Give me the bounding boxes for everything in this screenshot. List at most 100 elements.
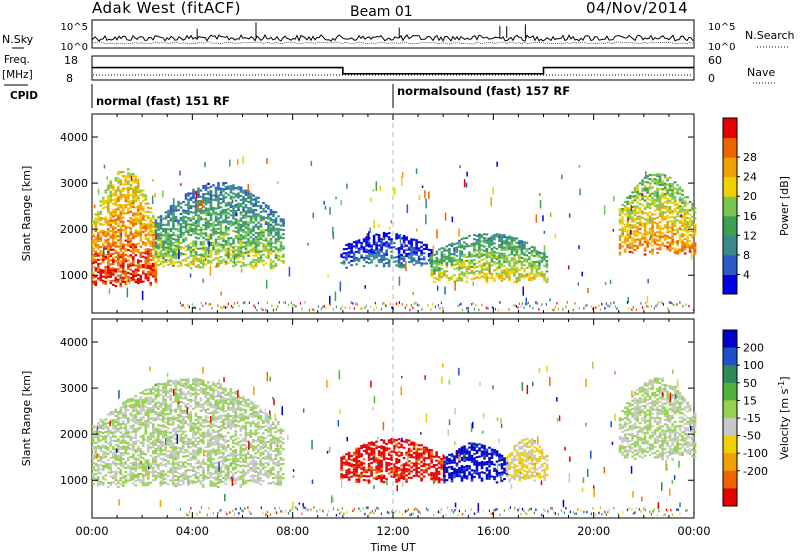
heatmap-cell <box>109 182 113 185</box>
heatmap-cell <box>224 188 228 191</box>
heatmap-cell <box>247 196 250 199</box>
heatmap-cell <box>493 269 496 272</box>
heatmap-cell <box>535 250 539 253</box>
heatmap-cell <box>668 195 672 198</box>
heatmap-cell <box>217 207 220 210</box>
heatmap-cell <box>154 270 158 273</box>
heatmap-cell <box>107 421 110 424</box>
heatmap-cell <box>671 236 674 239</box>
heatmap-cell <box>157 405 160 408</box>
heatmap-cell <box>224 252 228 255</box>
heatmap-cell <box>112 470 115 473</box>
heatmap-cell <box>658 194 662 197</box>
heatmap-cell <box>94 230 98 233</box>
heatmap-cell <box>390 250 393 253</box>
heatmap-cell <box>402 266 406 269</box>
heatmap-cell <box>97 262 100 265</box>
heatmap-cell <box>127 442 130 445</box>
heatmap-cell <box>194 230 198 233</box>
heatmap-cell <box>194 242 198 245</box>
heatmap-cell <box>179 260 183 263</box>
heatmap-cell <box>480 263 484 266</box>
heatmap-cell <box>621 212 624 215</box>
heatmap-cell <box>109 226 113 229</box>
heatmap-cell <box>375 243 378 246</box>
heatmap-cell <box>184 259 188 262</box>
heatmap-cell <box>212 242 215 245</box>
heatmap-cell <box>653 234 657 237</box>
heatmap-cell <box>169 411 173 414</box>
heatmap-cell <box>134 420 138 423</box>
y-axis-label: Slant Range [km] <box>20 166 33 262</box>
heatmap-ground-scatter <box>200 301 202 305</box>
heatmap-cell <box>174 209 178 212</box>
heatmap-cell <box>112 263 115 266</box>
heatmap-cell <box>134 214 138 217</box>
heatmap-cell <box>678 215 682 218</box>
heatmap-cell <box>104 253 108 256</box>
heatmap-cell <box>144 420 148 423</box>
heatmap-ground-scatter <box>301 307 303 311</box>
heatmap-cell <box>192 188 195 191</box>
heatmap-cell <box>658 212 662 215</box>
heatmap-cell <box>119 425 123 428</box>
heatmap-cell <box>370 259 373 262</box>
heatmap-cell <box>99 418 103 421</box>
heatmap-cell <box>94 275 98 278</box>
heatmap-cell <box>112 256 115 259</box>
heatmap-cell <box>94 217 98 220</box>
heatmap-cell <box>513 260 516 263</box>
heatmap-speckle <box>444 212 447 221</box>
heatmap-ground-scatter <box>412 306 414 310</box>
heatmap-cell <box>397 259 401 262</box>
heatmap-cell <box>167 460 170 463</box>
heatmap-cell <box>124 258 128 261</box>
heatmap-cell <box>129 173 133 176</box>
heatmap-ground-scatter <box>475 303 477 307</box>
heatmap-cell <box>653 242 657 245</box>
heatmap-cell <box>97 469 100 472</box>
heatmap-cell <box>646 222 649 225</box>
heatmap-cell <box>109 194 113 197</box>
heatmap-cell <box>438 273 441 276</box>
heatmap-cell <box>169 248 173 251</box>
heatmap-cell <box>646 177 649 180</box>
heatmap-cell <box>219 220 223 223</box>
heatmap-cell <box>94 223 98 226</box>
heatmap-cell <box>500 254 504 257</box>
heatmap-speckle <box>120 233 122 237</box>
heatmap-cell <box>184 473 188 476</box>
heatmap-ground-scatter <box>208 303 210 306</box>
heatmap-cell <box>167 439 170 442</box>
heatmap-cell <box>646 206 649 209</box>
heatmap-ground-scatter <box>295 305 297 308</box>
heatmap-speckle <box>366 233 369 237</box>
heatmap-cell <box>92 282 95 285</box>
heatmap-speckle <box>247 184 249 193</box>
heatmap-speckle <box>379 185 381 191</box>
heatmap-cell <box>668 189 672 192</box>
heatmap-speckle <box>425 198 427 209</box>
heatmap-cell <box>214 253 218 256</box>
heatmap-cell <box>420 245 423 248</box>
heatmap-cell <box>538 272 541 275</box>
heatmap-cell <box>134 463 138 466</box>
heatmap-cell <box>232 252 235 255</box>
heatmap-cell <box>109 199 113 202</box>
heatmap-cell <box>199 266 203 269</box>
heatmap-speckle <box>178 249 180 260</box>
heatmap-cell <box>646 233 649 236</box>
heatmap-cell <box>367 255 371 258</box>
heatmap-cell <box>157 389 160 392</box>
heatmap-cell <box>112 184 115 187</box>
heatmap-cell <box>94 442 98 445</box>
heatmap-cell <box>520 273 524 276</box>
heatmap-cell <box>214 188 218 191</box>
heatmap-cell <box>139 276 143 279</box>
heatmap-ground-scatter <box>554 305 556 309</box>
heatmap-cell <box>350 259 353 262</box>
heatmap-cell <box>209 233 213 236</box>
heatmap-cell <box>137 282 140 285</box>
heatmap-cell <box>167 437 170 440</box>
heatmap-cell <box>97 240 100 243</box>
